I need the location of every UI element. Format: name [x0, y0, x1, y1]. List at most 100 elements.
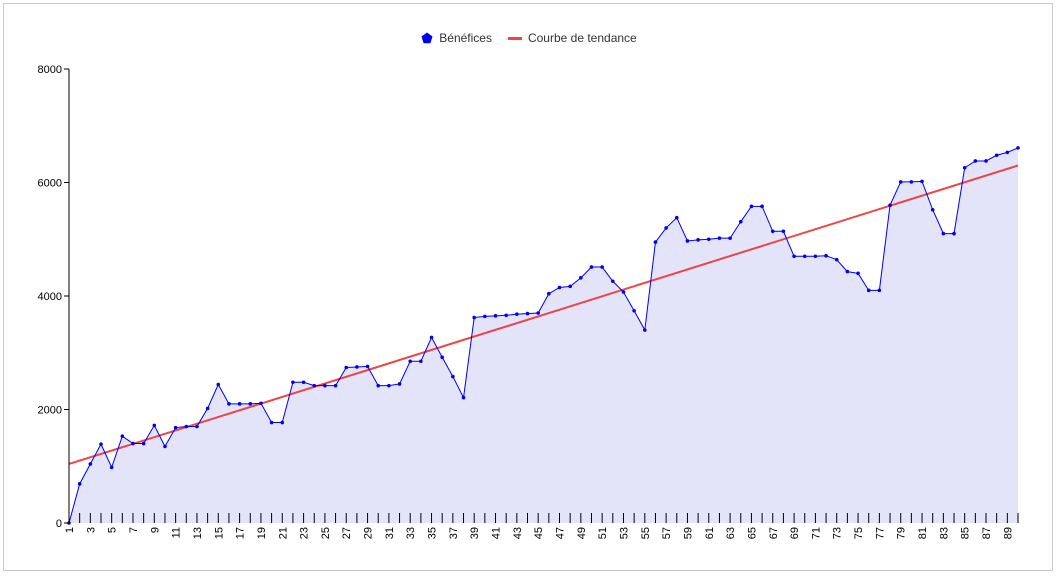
data-point-87 [984, 159, 988, 163]
data-point-75 [856, 271, 860, 276]
x-tick-label-47: 47 [554, 527, 566, 539]
data-point-28 [355, 365, 359, 369]
data-point-74 [845, 269, 850, 274]
x-tick-label-87: 87 [981, 527, 993, 539]
data-point-45 [536, 311, 540, 315]
x-tick-label-49: 49 [576, 527, 588, 539]
data-point-17 [237, 402, 242, 406]
markers-layer [67, 146, 1020, 525]
x-tick-label-73: 73 [832, 527, 844, 539]
data-point-21 [280, 420, 285, 425]
data-point-40 [483, 314, 487, 319]
benefices-line [68, 147, 1019, 524]
data-point-71 [813, 254, 818, 259]
data-point-58 [674, 215, 679, 220]
data-point-76 [866, 288, 871, 293]
data-point-3 [88, 462, 93, 466]
data-point-22 [291, 380, 295, 385]
x-tick-label-77: 77 [874, 527, 886, 539]
y-tick-label-4000: 4000 [38, 291, 62, 303]
data-point-35 [429, 335, 434, 340]
data-point-36 [440, 355, 445, 360]
data-point-60 [696, 238, 700, 242]
trend-line-swatch [507, 36, 522, 40]
x-tick-label-33: 33 [405, 527, 417, 539]
data-point-68 [781, 229, 786, 234]
y-tick-label-2000: 2000 [38, 405, 62, 417]
data-point-65 [749, 204, 754, 209]
x-tick-label-53: 53 [618, 527, 630, 539]
x-tick-label-85: 85 [960, 527, 972, 539]
data-point-81 [920, 179, 924, 184]
data-point-33 [408, 359, 413, 364]
data-point-48 [568, 284, 572, 289]
x-tick-label-65: 65 [746, 527, 758, 539]
data-point-38 [461, 395, 466, 400]
data-point-78 [888, 203, 892, 207]
legend-item-tendance[interactable]: Courbe de tendance [507, 31, 637, 45]
x-tick-label-69: 69 [789, 527, 801, 539]
data-point-72 [824, 253, 828, 258]
data-point-13 [195, 424, 199, 429]
data-point-51 [600, 265, 604, 269]
data-point-5 [109, 465, 114, 470]
x-tick-label-67: 67 [768, 527, 780, 539]
data-point-66 [760, 204, 764, 209]
legend-item-benefices[interactable]: Bénéfices [421, 31, 492, 45]
data-point-69 [792, 254, 796, 259]
series-line-layer [68, 147, 1019, 524]
data-point-54 [632, 308, 636, 313]
data-point-41 [493, 314, 498, 318]
x-tick-label-57: 57 [661, 527, 673, 539]
data-point-70 [802, 254, 807, 259]
x-tick-label-45: 45 [533, 527, 545, 539]
data-point-10 [163, 444, 167, 449]
x-tick-label-25: 25 [320, 527, 332, 539]
x-tick-label-17: 17 [235, 527, 247, 539]
x-tick-label-9: 9 [149, 527, 161, 533]
data-point-24 [312, 383, 317, 388]
data-point-55 [643, 328, 647, 332]
x-tick-label-7: 7 [128, 527, 140, 533]
data-point-30 [376, 383, 381, 388]
data-point-64 [738, 219, 743, 224]
data-point-61 [706, 237, 711, 242]
x-tick-label-13: 13 [192, 527, 204, 539]
x-tick-label-71: 71 [810, 527, 822, 539]
data-point-46 [547, 291, 551, 296]
data-point-90 [1016, 146, 1020, 150]
y-tick-label-0: 0 [56, 518, 62, 530]
x-tick-label-51: 51 [597, 527, 609, 539]
data-point-19 [259, 401, 263, 406]
x-tick-label-75: 75 [853, 527, 865, 539]
data-point-77 [877, 288, 882, 293]
x-tick-label-1: 1 [64, 527, 76, 533]
x-tick-label-89: 89 [1002, 527, 1014, 539]
x-tick-label-19: 19 [256, 527, 268, 539]
data-point-12 [184, 424, 189, 429]
data-point-79 [898, 180, 903, 184]
data-point-15 [216, 382, 221, 387]
x-tick-label-43: 43 [512, 527, 524, 539]
data-point-89 [1005, 150, 1010, 155]
pentagon-marker-icon [421, 32, 433, 44]
legend-label-benefices: Bénéfices [439, 31, 492, 45]
data-point-29 [365, 364, 370, 369]
trend-layer [68, 164, 1019, 465]
data-point-85 [962, 165, 967, 170]
data-point-63 [728, 236, 732, 240]
data-point-7 [131, 441, 135, 446]
data-point-43 [515, 312, 519, 316]
data-point-37 [451, 374, 455, 379]
x-tick-label-63: 63 [725, 527, 737, 539]
data-point-82 [930, 207, 935, 212]
data-point-11 [173, 425, 178, 430]
x-tick-label-31: 31 [384, 527, 396, 539]
data-point-50 [589, 265, 594, 269]
data-point-42 [504, 313, 508, 318]
data-point-52 [611, 279, 615, 284]
data-point-86 [973, 159, 978, 163]
x-tick-label-39: 39 [469, 527, 481, 539]
